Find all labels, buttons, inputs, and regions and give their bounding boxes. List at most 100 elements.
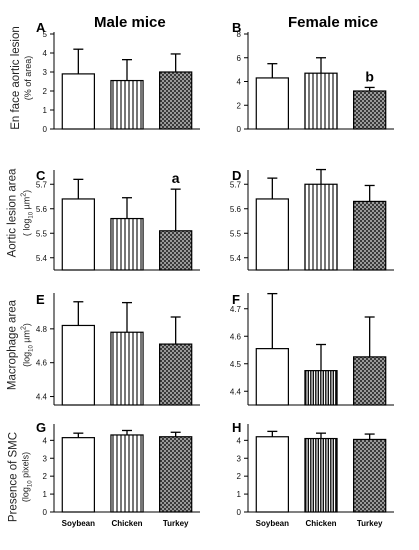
bar-turkey	[353, 90, 387, 130]
y-tick-label: 0	[237, 125, 242, 134]
row-label-macrophage-sub-post: )	[21, 323, 32, 327]
row-label-aortic-lesion-sub-pre: ( log	[21, 218, 32, 237]
y-tick-label: 2	[43, 472, 48, 481]
y-tick-label: 4	[237, 78, 242, 87]
y-tick-label: 4.5	[230, 360, 242, 369]
row-label-aortic-lesion-main: Aortic lesion area	[6, 168, 19, 258]
heading-female-mice: Female mice	[288, 14, 379, 31]
panel-f: F 4.4 4.5 4.6 4.7	[230, 292, 394, 406]
bar-chicken	[304, 72, 338, 130]
x-tick-label: Chicken	[305, 519, 336, 528]
panel-b: B 0 2 4 6 8 b	[232, 20, 394, 134]
y-tick-label: 5.6	[36, 205, 48, 214]
significance-letter: a	[172, 170, 180, 186]
bar-chicken	[110, 434, 144, 513]
row-label-macrophage-sub-exp: 2	[20, 326, 28, 331]
bar-chicken	[304, 437, 338, 513]
y-tick-label: 8	[237, 30, 242, 39]
y-tick-label: 4	[43, 436, 48, 445]
bar-soybean	[255, 436, 289, 513]
row-label-aortic-lesion-sub-base: 10	[28, 211, 35, 219]
y-tick-label: 5.4	[230, 254, 242, 263]
row-label-macrophage-sub-unit: µm	[21, 330, 32, 346]
bar-turkey	[159, 436, 193, 513]
y-tick-label: 0	[43, 508, 48, 517]
panel-label-f: F	[232, 292, 240, 307]
bar-chicken	[110, 79, 144, 130]
bar-chicken	[304, 370, 338, 406]
panel-h: H 0 1 2 3 4 Soybean Chicken Turkey	[232, 420, 394, 528]
row-label-smc-sub-unit: pixels	[20, 454, 31, 481]
panel-label-a: A	[36, 20, 46, 35]
y-tick-label: 0	[237, 508, 242, 517]
bar-soybean	[61, 324, 95, 406]
x-tick-label: Turkey	[357, 519, 383, 528]
bar-turkey	[353, 356, 387, 406]
y-tick-label: 4.7	[230, 305, 242, 314]
bar-soybean	[61, 437, 95, 513]
bar-soybean	[255, 77, 289, 130]
y-tick-label: 5	[43, 30, 48, 39]
charts-layer: A 0 1 2 3 4 5 B 0 2 4 6 8 b C 5.4 5.5 5.6 5.7 a D 5.4 5.5 5.6 5.…	[36, 20, 394, 528]
row-label-macrophage-sub-base: 10	[28, 345, 35, 352]
y-tick-label: 6	[237, 54, 242, 63]
x-tick-label: Turkey	[163, 519, 189, 528]
y-tick-label: 1	[237, 490, 242, 499]
bar-chicken	[110, 331, 144, 406]
panel-label-g: G	[36, 420, 46, 435]
y-tick-label: 5.5	[36, 229, 48, 238]
panel-label-h: H	[232, 420, 241, 435]
row-label-en-face-main: En face aortic lesion	[10, 26, 22, 130]
bar-chicken	[110, 217, 144, 271]
significance-letter: b	[365, 68, 374, 84]
bar-turkey	[353, 200, 387, 271]
row-label-macrophage-sub: (log10 µm2)	[19, 300, 38, 390]
row-label-macrophage: Macrophage area (log10 µm2)	[7, 300, 38, 390]
panel-label-e: E	[36, 292, 45, 307]
y-tick-label: 1	[43, 490, 48, 499]
row-label-aortic-lesion-sub: ( log10 µm2)	[19, 169, 38, 258]
x-tick-label: Soybean	[256, 519, 289, 528]
row-label-aortic-lesion: Aortic lesion area ( log10 µm2)	[7, 169, 38, 258]
y-tick-label: 1	[43, 106, 48, 115]
x-tick-label: Chicken	[111, 519, 142, 528]
row-label-smc-sub-pre: (log	[20, 487, 31, 503]
bar-turkey	[159, 71, 193, 130]
y-tick-label: 3	[43, 68, 48, 77]
bar-soybean	[255, 198, 289, 271]
bar-turkey	[159, 343, 193, 406]
bar-turkey	[159, 230, 193, 271]
y-tick-label: 4	[237, 436, 242, 445]
panel-d: D 5.4 5.5 5.6 5.7	[230, 168, 394, 271]
panel-c: C 5.4 5.5 5.6 5.7 a	[36, 168, 200, 271]
y-tick-label: 5.6	[230, 205, 242, 214]
x-tick-label: Soybean	[62, 519, 95, 528]
bar-soybean	[61, 198, 95, 271]
row-label-macrophage-sub-pre: (log	[21, 351, 32, 367]
y-tick-label: 2	[237, 472, 242, 481]
y-tick-label: 5.5	[230, 229, 242, 238]
bar-soybean	[255, 348, 289, 406]
row-label-aortic-lesion-sub-post: )	[21, 189, 32, 193]
y-tick-label: 5.4	[36, 254, 48, 263]
panel-label-d: D	[232, 168, 241, 183]
bar-turkey	[353, 438, 387, 513]
row-label-smc-main: Presence of SMC	[7, 431, 20, 523]
panel-a: A 0 1 2 3 4 5	[36, 20, 200, 134]
y-tick-label: 3	[43, 454, 48, 463]
row-label-smc: Presence of SMC (log10 pixels)	[8, 432, 37, 522]
y-tick-label: 0	[43, 125, 48, 134]
y-tick-label: 2	[43, 87, 48, 96]
y-tick-label: 3	[237, 454, 242, 463]
row-label-en-face: En face aortic lesion (% of area)	[10, 26, 34, 130]
row-label-macrophage-main: Macrophage area	[6, 299, 19, 391]
y-tick-label: 4.8	[36, 325, 48, 334]
y-tick-label: 5.7	[230, 180, 242, 189]
panel-e: E 4.4 4.6 4.8	[36, 292, 200, 406]
heading-male-mice: Male mice	[94, 14, 166, 31]
row-label-smc-sub: (log10 pixels)	[20, 432, 37, 522]
y-tick-label: 4	[43, 49, 48, 58]
y-tick-label: 4.6	[36, 359, 48, 368]
bar-soybean	[61, 73, 95, 130]
